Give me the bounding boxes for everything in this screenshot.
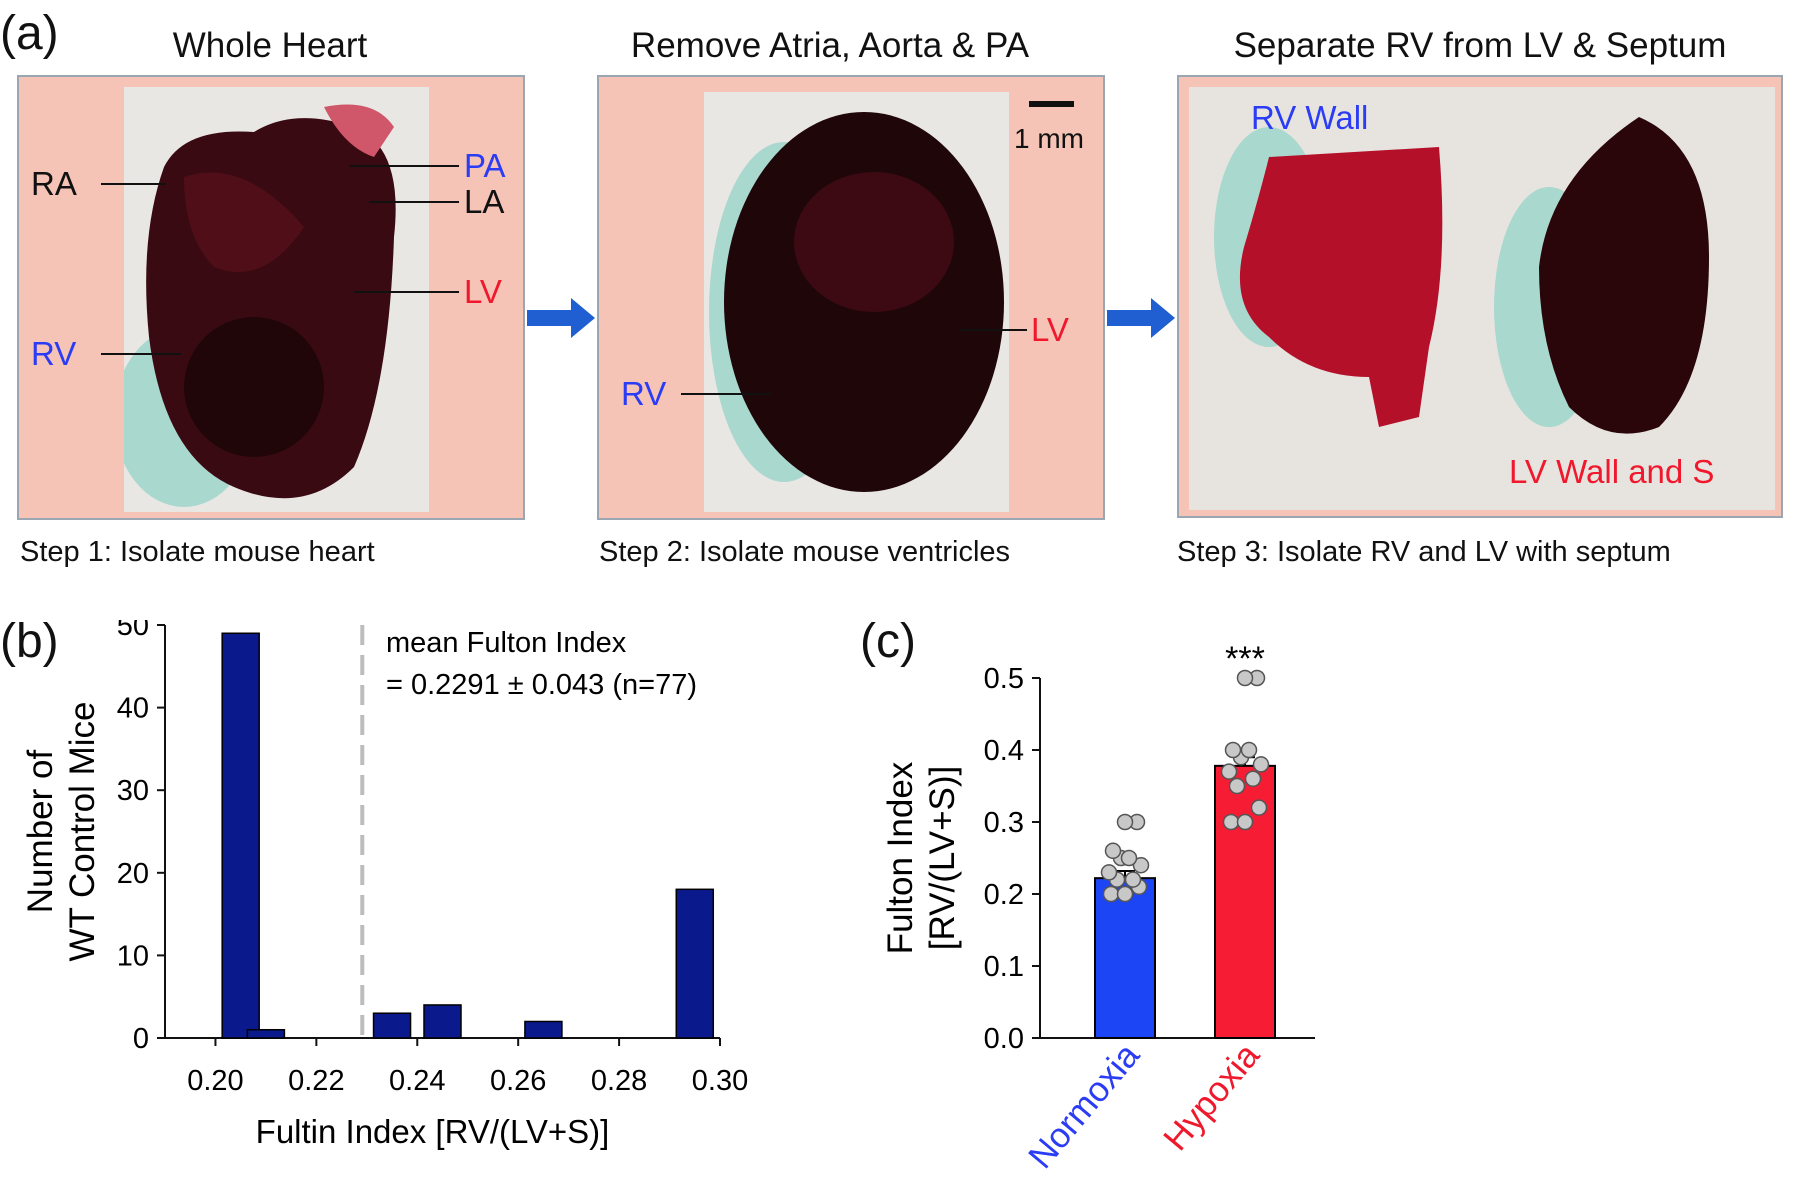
step3-title: Separate RV from LV & Septum bbox=[1233, 26, 1727, 65]
mean-annotation-line: = 0.2291 ± 0.043 (n=77) bbox=[386, 669, 697, 701]
histogram-bar bbox=[423, 1004, 462, 1039]
arrow-right-icon bbox=[527, 298, 595, 338]
fulton-data-point bbox=[1104, 842, 1122, 860]
fulton-points bbox=[1100, 669, 1270, 903]
pa-leader-line bbox=[349, 165, 459, 167]
histogram-bar bbox=[372, 1012, 412, 1039]
pa-label: PA bbox=[464, 147, 506, 184]
fulton-category-label: Hypoxia bbox=[1156, 1036, 1267, 1158]
fulton-data-point bbox=[1120, 849, 1138, 867]
histogram-x-axis-label: Fultin Index [RV/(LV+S)] bbox=[256, 1113, 610, 1150]
fulton-y-axis-label-line: Fulton Index bbox=[881, 761, 920, 954]
fulton-category-label: Normoxia bbox=[1021, 1036, 1147, 1176]
fulton-data-point bbox=[1102, 885, 1120, 903]
histogram-y-tick-label: 40 bbox=[117, 693, 149, 725]
step3-caption: Step 3: Isolate RV and LV with septum bbox=[1177, 536, 1671, 568]
fulton-ticks: 0.0 0.1 0.2 0.3 0.4 0.5 bbox=[984, 663, 1040, 1055]
fulton-y-tick-label: 0.2 bbox=[984, 879, 1024, 911]
histogram-y-axis-label-line: Number of bbox=[21, 750, 60, 914]
la-label: LA bbox=[464, 183, 505, 220]
fulton-data-point bbox=[1124, 871, 1142, 888]
histogram-chart: Number of WT Control Mice 0 10 20 30 40 50 0.20… bbox=[21, 620, 748, 1150]
la-leader-line bbox=[369, 201, 459, 203]
fulton-y-tick-label: 0.5 bbox=[984, 663, 1024, 695]
fulton-data-point bbox=[1236, 669, 1254, 687]
histogram-ticks: 0 10 20 30 40 50 0.20 0.22 0.24 0.26 0.28 0.30 bbox=[117, 620, 748, 1097]
lv-leader-line-step1 bbox=[354, 291, 459, 293]
fulton-data-point bbox=[1236, 813, 1254, 831]
fulton-y-tick-label: 0.0 bbox=[984, 1023, 1024, 1055]
separated-ventricles-photo: RV Wall LV Wall and S bbox=[1177, 75, 1783, 518]
histogram-y-tick-label: 20 bbox=[117, 858, 149, 890]
rv-label-step2: RV bbox=[621, 375, 667, 412]
histogram-x-tick-label: 0.22 bbox=[288, 1065, 344, 1097]
fulton-y-tick-label: 0.4 bbox=[984, 735, 1024, 767]
fulton-bar-chart: Fulton Index [RV/(LV+S)] 0.00.10.20.30.40… bbox=[881, 640, 1315, 1176]
step1-caption: Step 1: Isolate mouse heart bbox=[20, 536, 375, 568]
histogram-y-tick-label: 10 bbox=[117, 940, 149, 972]
histogram-x-tick-label: 0.30 bbox=[692, 1065, 748, 1097]
fulton-y-axis-label: Fulton Index [RV/(LV+S)] bbox=[881, 761, 962, 954]
histogram-y-tick-label: 0 bbox=[133, 1023, 149, 1055]
arrow-right-icon bbox=[1107, 298, 1175, 338]
fulton-y-tick-label: 0.3 bbox=[984, 807, 1024, 839]
fulton-data-point bbox=[1252, 756, 1270, 773]
fulton-data-point bbox=[1116, 885, 1134, 903]
fulton-data-point bbox=[1224, 741, 1242, 759]
rv-leader-line-step2 bbox=[681, 393, 771, 395]
histogram-y-tick-label: 30 bbox=[117, 775, 149, 807]
histogram-x-tick-label: 0.20 bbox=[187, 1065, 243, 1097]
histogram-bar bbox=[221, 632, 260, 1039]
fulton-data-point bbox=[1100, 864, 1118, 881]
fulton-data-point bbox=[1240, 741, 1258, 759]
histogram-bars bbox=[221, 632, 715, 1039]
fulton-data-point bbox=[1220, 763, 1238, 780]
lv-label-step2: LV bbox=[1031, 311, 1069, 348]
separated-ventricles-image bbox=[1214, 117, 1709, 434]
fulton-data-point bbox=[1132, 856, 1150, 874]
histogram-x-tick-label: 0.26 bbox=[490, 1065, 546, 1097]
fulton-bar bbox=[1094, 877, 1156, 1039]
histogram-bar bbox=[675, 888, 715, 1039]
mean-annotation: mean Fulton Index = 0.2291 ± 0.043 (n=77) bbox=[386, 627, 697, 701]
ra-leader-line bbox=[101, 183, 166, 185]
mean-annotation-line: mean Fulton Index bbox=[386, 627, 627, 659]
fulton-data-point bbox=[1222, 813, 1240, 831]
lv-label-step1: LV bbox=[464, 273, 502, 310]
lv-leader-line-step2 bbox=[959, 329, 1027, 331]
panel-c-letter: (c) bbox=[860, 615, 916, 668]
panel-a-letter: (a) bbox=[0, 7, 59, 60]
rv-leader-line-step1 bbox=[101, 353, 181, 355]
fulton-category-labels: Normoxia Hypoxia bbox=[1021, 1036, 1267, 1176]
histogram-bar bbox=[524, 1020, 563, 1039]
whole-heart-image bbox=[124, 104, 396, 507]
fulton-y-axis-label-line: [RV/(LV+S)] bbox=[923, 766, 962, 950]
ra-label: RA bbox=[31, 165, 77, 202]
whole-heart-photo: RA PA LA LV RV bbox=[17, 75, 525, 520]
fulton-y-tick-label: 0.1 bbox=[984, 951, 1024, 983]
histogram-y-axis-label: Number of WT Control Mice bbox=[21, 702, 102, 962]
significance-marker: *** bbox=[1225, 640, 1265, 678]
histogram-y-tick-label: 50 bbox=[117, 620, 149, 642]
ventricles-photo: 1 mm LV RV bbox=[597, 75, 1105, 520]
histogram-y-axis-label-line: WT Control Mice bbox=[63, 702, 102, 962]
panel-b-letter: (b) bbox=[0, 615, 59, 668]
step2-title: Remove Atria, Aorta & PA bbox=[630, 26, 1030, 65]
ventricles-image bbox=[709, 112, 1004, 492]
histogram-x-tick-label: 0.24 bbox=[389, 1065, 445, 1097]
step1-title: Whole Heart bbox=[172, 26, 368, 65]
histogram-bar bbox=[246, 1028, 286, 1039]
scale-bar bbox=[1029, 101, 1074, 107]
step2-caption: Step 2: Isolate mouse ventricles bbox=[599, 536, 1011, 568]
histogram-x-tick-label: 0.28 bbox=[591, 1065, 647, 1097]
fulton-data-point bbox=[1244, 770, 1262, 788]
fulton-data-point bbox=[1250, 799, 1268, 816]
fulton-data-point bbox=[1228, 777, 1246, 795]
rv-wall-label: RV Wall bbox=[1251, 99, 1369, 136]
fulton-data-point bbox=[1116, 813, 1134, 831]
rv-label-step1: RV bbox=[31, 335, 77, 372]
scale-bar-label: 1 mm bbox=[1014, 123, 1084, 154]
lv-wall-label: LV Wall and S bbox=[1509, 453, 1715, 490]
